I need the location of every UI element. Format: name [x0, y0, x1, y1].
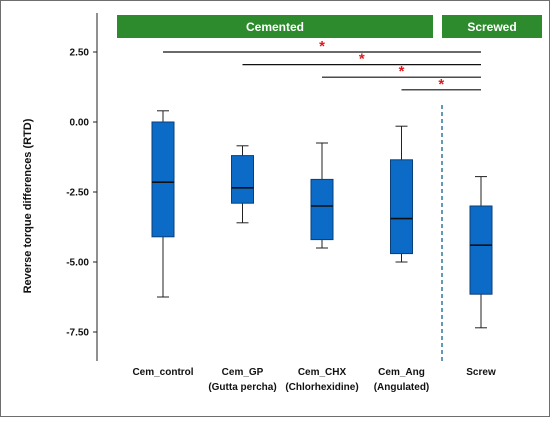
box-0: [151, 110, 175, 298]
y-tick-label-3: -5.00: [66, 258, 89, 269]
category-label-0: Cem_control: [132, 367, 193, 378]
box-iqr-3: [390, 159, 413, 255]
group-banner-label-1: Screwed: [467, 20, 516, 34]
box-iqr-4: [469, 205, 493, 295]
box-2: [310, 142, 334, 249]
y-axis-label: Reverse torque differences (RTD): [22, 118, 34, 293]
category-sublabel-1: (Gutta percha): [208, 382, 276, 393]
category-label-1: Cem_GP: [222, 367, 264, 378]
significance-star-3: *: [438, 76, 444, 93]
group-banner-label-0: Cemented: [246, 20, 304, 34]
box-iqr-1: [231, 155, 254, 204]
category-label-2: Cem_CHX: [298, 367, 347, 378]
significance-star-0: *: [319, 38, 325, 55]
y-tick-label-1: 0.00: [70, 118, 90, 129]
group-banner-0: [117, 15, 433, 38]
category-sublabel-3: (Angulated): [374, 382, 430, 393]
group-banner-1: [442, 15, 542, 38]
category-label-4: Screw: [466, 367, 496, 378]
y-tick-label-2: -2.50: [66, 188, 89, 199]
significance-star-1: *: [359, 51, 365, 68]
category-label-3: Cem_Ang: [378, 367, 425, 378]
y-tick-label-4: -7.50: [66, 328, 89, 339]
significance-star-2: *: [399, 63, 405, 80]
box-1: [231, 145, 254, 224]
box-iqr-0: [151, 121, 175, 238]
box-iqr-2: [310, 178, 334, 241]
category-sublabel-2: (Chlorhexidine): [285, 382, 358, 393]
box-4: [469, 176, 493, 329]
y-tick-label-0: 2.50: [70, 48, 90, 59]
box-3: [390, 125, 413, 263]
